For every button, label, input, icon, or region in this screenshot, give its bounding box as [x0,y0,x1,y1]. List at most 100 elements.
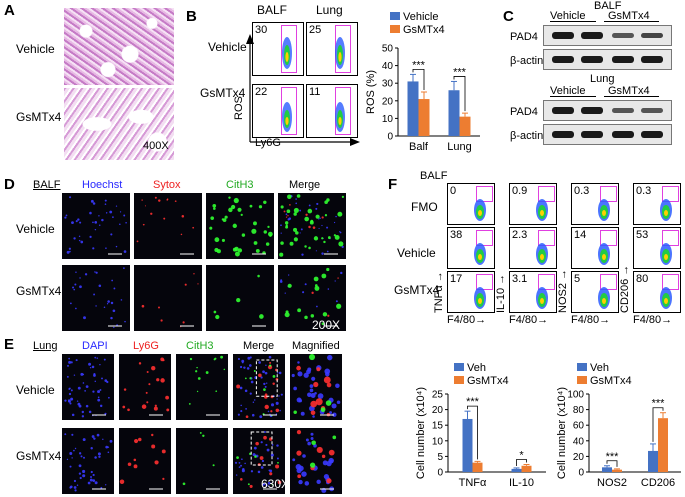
bar [407,81,419,136]
flow-gate [662,274,679,290]
fluorescence-tile-r1-c2 [206,265,274,331]
band [612,108,634,113]
bar [418,99,430,136]
panel-b-col-balf: BALF [257,3,288,17]
significance-bracket [467,405,478,460]
flow-gate [600,274,617,290]
significance-label: *** [412,59,426,71]
y-tick-label: 20 [432,405,444,416]
legend-label: Veh [590,362,609,374]
panel-e-fluorescence-grid [62,354,342,494]
panel-d-col-merge: Merge [289,179,321,191]
panel-f-xlabel-0: F4/80→ [447,314,487,326]
group-line [604,21,659,22]
bar [462,418,473,472]
fluorescence-tile-r0-c3 [278,193,346,259]
flow-density [282,37,292,69]
fluorescence-tile-r1-c3 [278,265,346,331]
panel-b-col-lung: Lung [316,3,343,17]
fluorescence-tile-r1-c3 [233,428,285,494]
legend-swatch [454,363,464,371]
flow-value: 0.3 [574,185,590,197]
flow-gate [281,87,297,135]
panel-f-row-fmo: FMO [411,200,438,214]
significance-bracket [652,407,664,442]
panel-f-row-gsmtx4: GsMTx4 [394,283,440,297]
x-tick-label: Balf [409,141,429,153]
band [641,131,663,138]
band [641,108,663,113]
fluorescence-tile-r1-c4 [290,428,342,494]
panel-e-magnification: 630X [261,477,290,491]
zoom-box [250,431,273,466]
panel-c-actin-label-2: β-actin [510,130,544,142]
flow-gate [476,186,493,202]
legend-swatch [577,363,587,371]
panel-f-ylabel-3: CD206 → [619,264,631,313]
flow-gate [662,186,679,202]
y-tick-label: 10 [432,436,444,447]
panel-b-xaxis-label: Ly6G [255,137,281,149]
x-tick-label: IL-10 [509,477,534,489]
panel-e-col-dapi: DAPI [82,340,108,352]
panel-f-ylabel-0: TNFα → [433,271,445,313]
flow-value: 0.9 [512,185,528,197]
band [581,131,603,138]
chart-tnfa-il10: 0 5 10 15 20 25 Cell number (x10⁴) TNFα *** IL-10… [415,362,546,489]
panel-d-col-sytox: Sytox [153,179,181,191]
y-tick-label: 0 [387,132,393,143]
x-tick-label: NOS2 [597,477,627,489]
panel-e-col-merge: Merge [243,340,275,352]
flow-value: 22 [255,86,268,98]
western-blot-pad4-lung [543,100,672,121]
fluorescence-tile-r0-c4 [290,354,342,420]
flow-plot-f-c0-r1: 38 [447,227,495,269]
band [581,32,603,39]
panel-f-xlabel-2: F4/80→ [571,314,611,326]
western-blot-pad4-balf [543,25,672,46]
panel-a-row-vehicle: Vehicle [16,42,55,56]
significance-bracket [412,69,425,90]
x-tick-label: CD206 [641,477,675,489]
bar [472,462,483,472]
zoom-box [255,359,278,397]
y-axis-label: Cell number (x10⁴) [556,387,568,479]
panel-label-f: F [388,176,398,193]
flow-value: 17 [450,273,463,285]
flow-value: 38 [450,229,463,241]
flow-density [474,243,486,265]
fluorescence-tile-r0-c0 [62,193,130,259]
he-image-vehicle [64,8,174,85]
panel-f-ylabel-2: NOS2 → [557,268,569,313]
flow-value: 30 [255,24,268,36]
bar [602,467,612,472]
panel-c-balf-title: BALF [594,0,622,12]
flow-plot-f-c3-r2: 80 [633,271,681,313]
panel-f-xlabel-3: F4/80→ [633,314,673,326]
x-tick-label: Lung [447,141,471,153]
fluorescence-tile-r0-c3 [233,354,285,420]
bar [521,465,532,472]
flow-density [660,199,672,221]
significance-bracket [453,76,466,112]
y-tick-label: 80 [573,405,585,416]
flow-gate [662,230,679,246]
panel-b-axes [246,34,360,146]
panel-c-actin-label-1: β-actin [510,55,544,67]
panel-label-c: C [503,8,514,25]
panel-d-col-cith3: CitH3 [226,179,254,191]
legend-swatch [390,25,400,33]
panel-a-row-gsmtx4: GsMTx4 [16,110,62,124]
significance-label: *** [466,396,480,408]
band [552,107,574,114]
flow-plot-f-c2-r2: 5 [571,271,619,313]
panel-c-group-gsmtx4: GsMTx4 [608,10,650,22]
flow-density [598,287,610,309]
panel-c-pad4-label-1: PAD4 [510,31,538,43]
flow-plot-f-c1-r1: 2.3 [509,227,557,269]
band [612,33,634,38]
panel-d-row-vehicle: Vehicle [16,222,55,236]
band [641,33,663,38]
panel-e-col-ly6g: Ly6G [133,340,159,352]
